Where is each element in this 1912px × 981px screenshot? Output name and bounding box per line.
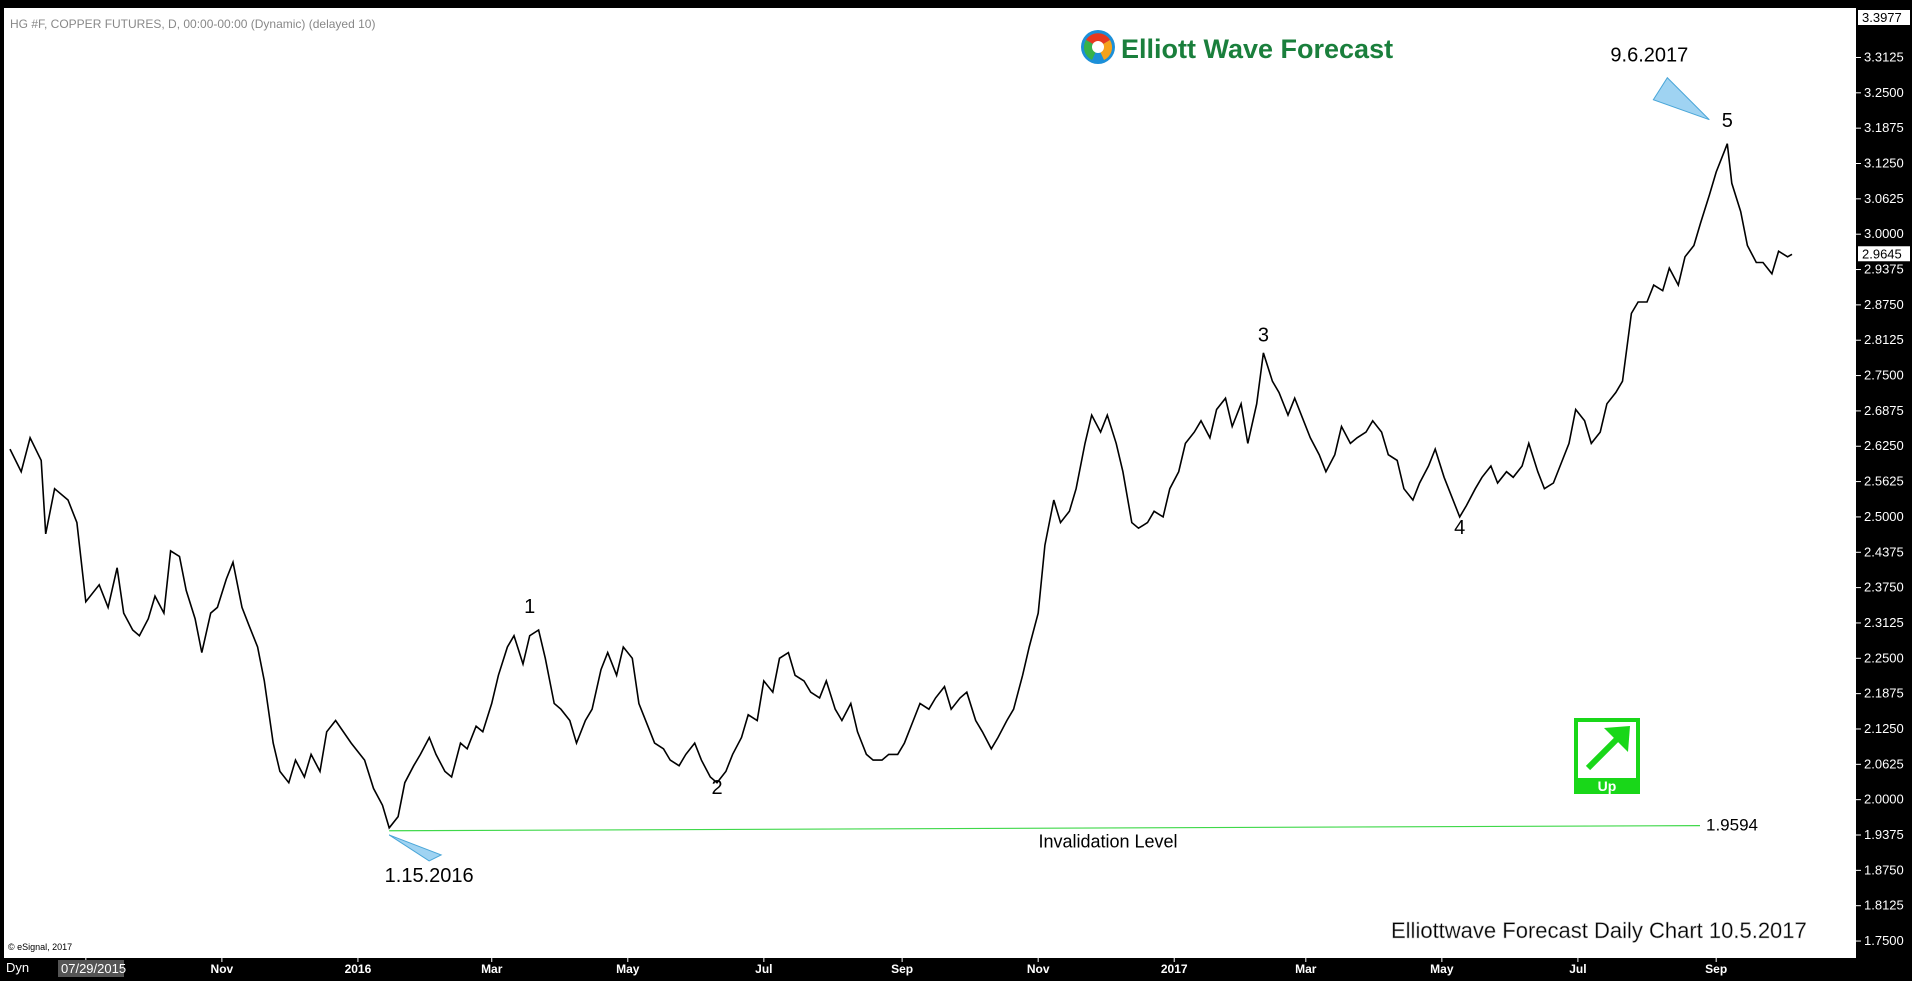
y-tick-label: 3.2500 <box>1864 85 1904 100</box>
time-axis: SepNov2016MarMayJulSepNov2017MarMayJulSe… <box>75 958 1727 976</box>
x-tick-label: Sep <box>1705 962 1727 976</box>
y-tick-label: 3.0000 <box>1864 226 1904 241</box>
x-tick-label: May <box>616 962 640 976</box>
high-pointer-icon <box>1652 76 1710 121</box>
time-axis-panel[interactable] <box>0 958 1912 981</box>
badge-label: Up <box>1598 778 1617 794</box>
y-tick-label: 2.0000 <box>1864 792 1904 807</box>
logo-text: Elliott Wave Forecast <box>1121 34 1393 64</box>
y-tick-label: 3.1250 <box>1864 156 1904 171</box>
y-tick-label: 3.3125 <box>1864 49 1904 64</box>
last-price-marker: 2.9645 <box>1858 246 1910 262</box>
y-tick-label: 2.6875 <box>1864 403 1904 418</box>
y-tick-label: 2.1875 <box>1864 686 1904 701</box>
footer-title: Elliottwave Forecast Daily Chart 10.5.20… <box>1391 918 1807 943</box>
wave-label-5: 5 <box>1722 110 1733 132</box>
x-tick-label: Mar <box>481 962 503 976</box>
x-tick-label: Jul <box>1569 962 1586 976</box>
plot-area <box>4 8 1856 958</box>
y-tick-label: 2.4375 <box>1864 544 1904 559</box>
price-axis-panel[interactable] <box>1856 8 1912 958</box>
x-tick-label: Mar <box>1295 962 1317 976</box>
low-pointer-icon <box>388 834 443 862</box>
y-tick-label: 2.7500 <box>1864 368 1904 383</box>
price-axis: 3.3125 3.2500 3.1875 3.1250 3.0625 3.0000 2.93… <box>1856 49 1904 948</box>
trend-up-badge: Up <box>1574 718 1640 794</box>
invalidation-value-label: 1.9594 <box>1706 816 1758 835</box>
last-price-label: 2.9645 <box>1862 246 1902 261</box>
copyright-text: © eSignal, 2017 <box>8 942 72 952</box>
y-tick-label: 1.9375 <box>1864 827 1904 842</box>
annotations: Invalidation Level 1.9594 1 2 3 4 5 1.15.2016 9.… <box>385 45 1758 887</box>
y-tick-label: 2.2500 <box>1864 650 1904 665</box>
top-price-marker: 3.3977 <box>1858 10 1910 25</box>
dyn-box[interactable]: Dyn 07/29/2015 <box>6 960 126 977</box>
x-tick-label: Nov <box>1027 962 1050 976</box>
y-tick-label: 2.8750 <box>1864 297 1904 312</box>
high-date-label: 9.6.2017 <box>1610 45 1688 67</box>
wave-label-1: 1 <box>524 596 535 618</box>
x-tick-label: May <box>1430 962 1454 976</box>
y-tick-label: 2.6250 <box>1864 438 1904 453</box>
invalidation-line <box>389 825 1701 832</box>
y-tick-label: 3.1875 <box>1864 120 1904 135</box>
x-tick-label: Jul <box>755 962 772 976</box>
y-tick-label: 1.8750 <box>1864 862 1904 877</box>
wave-label-3: 3 <box>1258 325 1269 347</box>
top-price-label: 3.3977 <box>1862 10 1902 25</box>
x-tick-label: 2017 <box>1161 962 1188 976</box>
low-date-label: 1.15.2016 <box>385 865 474 887</box>
invalidation-label: Invalidation Level <box>1038 832 1177 852</box>
price-series-line <box>9 143 1793 830</box>
x-tick-label: Sep <box>891 962 913 976</box>
y-tick-label: 3.0625 <box>1864 191 1904 206</box>
y-tick-label: 2.3125 <box>1864 615 1904 630</box>
y-tick-label: 2.9375 <box>1864 262 1904 277</box>
elliott-wave-logo: Elliott Wave Forecast <box>1081 30 1393 64</box>
instrument-title: HG #F, COPPER FUTURES, D, 00:00-00:00 (D… <box>10 17 375 31</box>
start-date-label: 07/29/2015 <box>61 961 126 976</box>
y-tick-label: 2.5000 <box>1864 509 1904 524</box>
x-tick-label: Nov <box>211 962 234 976</box>
y-tick-label: 1.7500 <box>1864 933 1904 948</box>
y-tick-label: 2.8125 <box>1864 332 1904 347</box>
wave-label-4: 4 <box>1454 517 1465 539</box>
y-tick-label: 2.1250 <box>1864 721 1904 736</box>
dyn-label: Dyn <box>6 960 29 975</box>
start-date-box[interactable] <box>58 960 124 977</box>
y-tick-label: 2.3750 <box>1864 580 1904 595</box>
y-tick-label: 2.5625 <box>1864 474 1904 489</box>
y-tick-label: 1.8125 <box>1864 898 1904 913</box>
x-tick-label: 2016 <box>345 962 372 976</box>
y-tick-label: 2.0625 <box>1864 756 1904 771</box>
wave-label-2: 2 <box>711 777 722 799</box>
